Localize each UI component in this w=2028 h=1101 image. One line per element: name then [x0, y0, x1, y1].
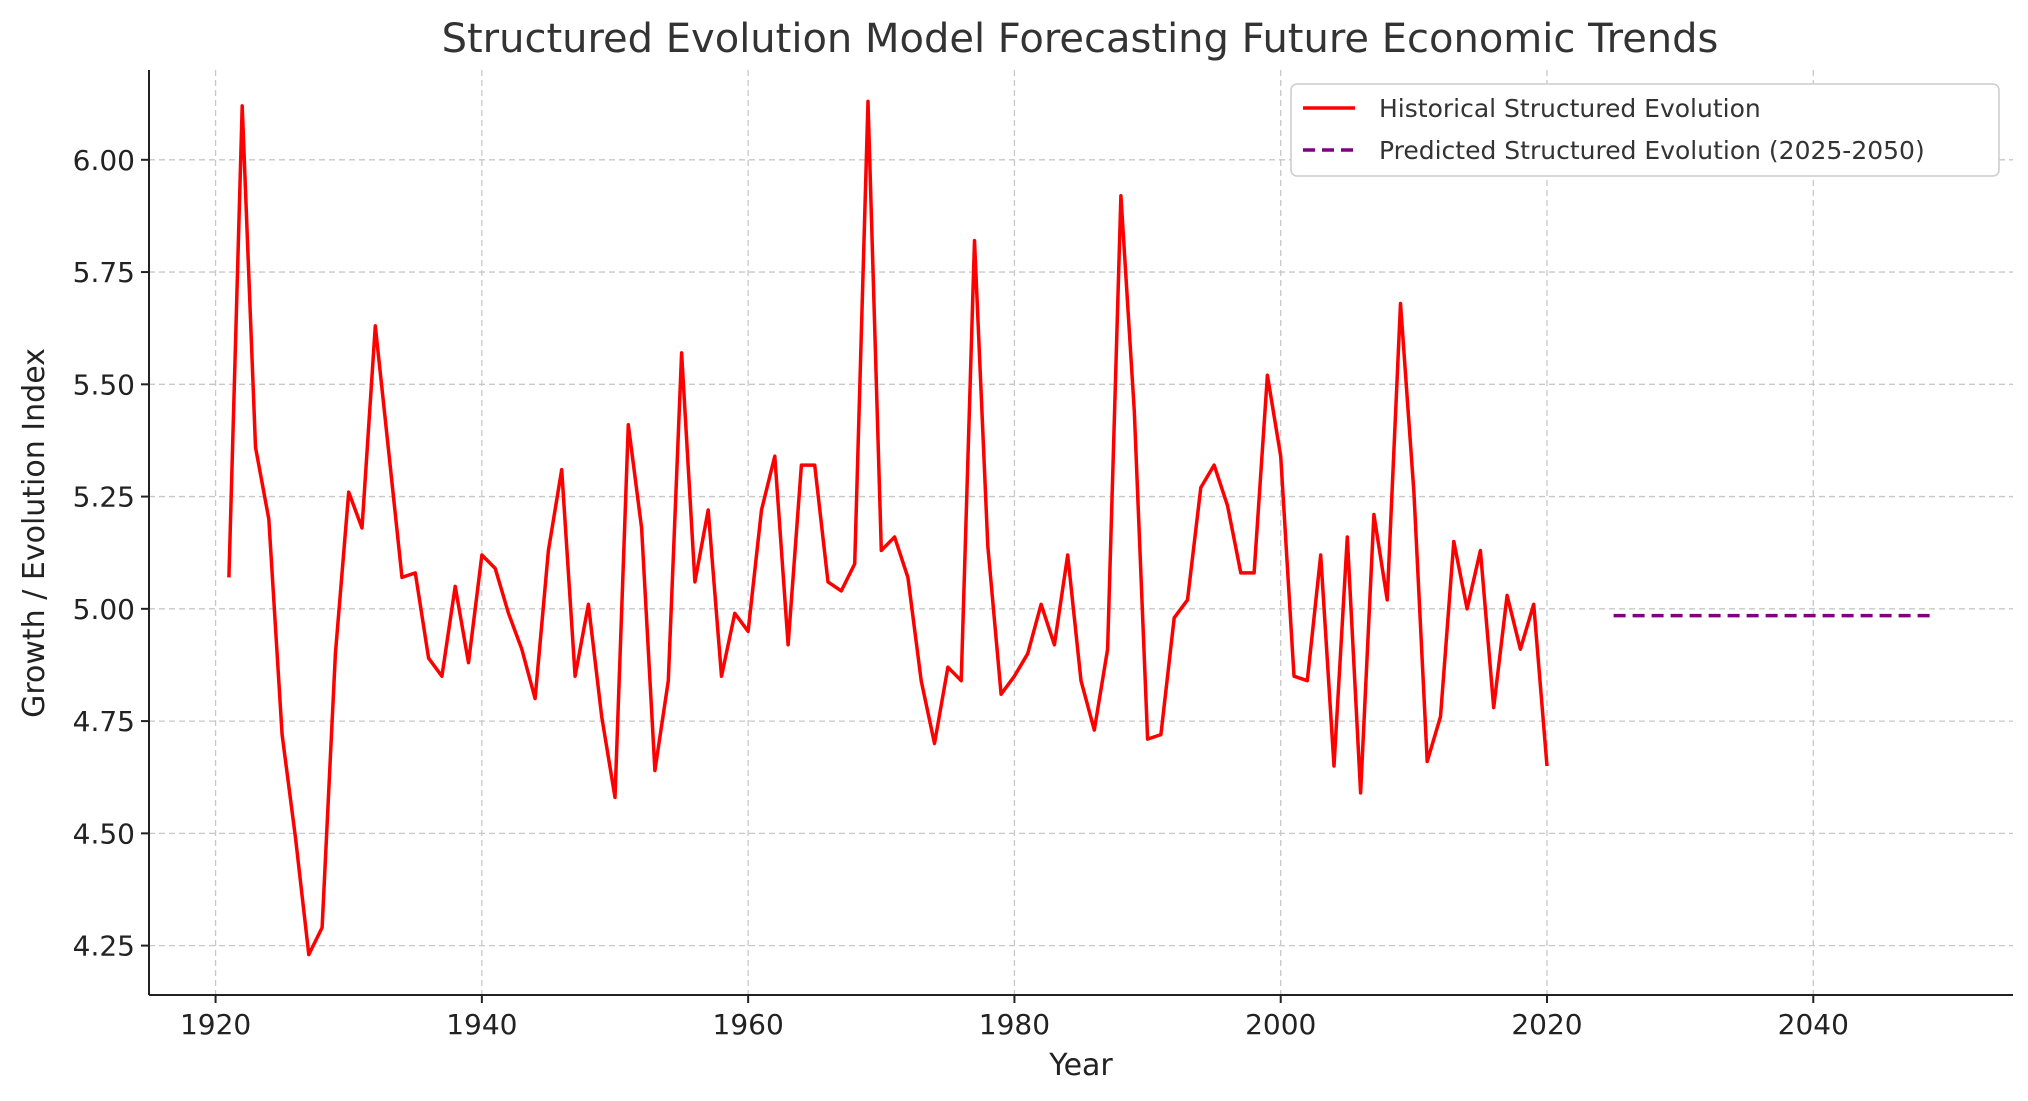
- x-tick-label-1980: 1980: [979, 1008, 1050, 1041]
- y-tick-label-4-75: 4.75: [73, 705, 135, 738]
- y-tick-label-5-50: 5.50: [73, 368, 135, 401]
- y-tick-label-5-75: 5.75: [73, 256, 135, 289]
- y-tick-label-4-25: 4.25: [73, 930, 135, 963]
- axes-spines: [148, 70, 2013, 996]
- y-axis-ticks: 4.25 4.50 4.75 5.00 5.25 5.50 5.75 6.00: [73, 144, 149, 963]
- y-axis-label: Growth / Evolution Index: [17, 348, 52, 718]
- y-tick-label-5-25: 5.25: [73, 481, 135, 514]
- x-axis-label: Year: [1048, 1048, 1113, 1083]
- x-tick-label-2020: 2020: [1511, 1008, 1582, 1041]
- historical-series-line: [227, 99, 1549, 957]
- y-tick-label-4-50: 4.50: [73, 817, 135, 850]
- x-tick-label-2040: 2040: [1778, 1008, 1849, 1041]
- y-tick-label-5-00: 5.00: [73, 593, 135, 626]
- legend: Historical Structured Evolution Predicte…: [1290, 83, 2000, 177]
- x-tick-label-2000: 2000: [1245, 1008, 1316, 1041]
- y-tick-label-6-00: 6.00: [73, 144, 135, 177]
- grid-lines: [149, 70, 2013, 995]
- x-tick-label-1920: 1920: [180, 1008, 251, 1041]
- x-tick-label-1940: 1940: [446, 1008, 517, 1041]
- x-axis-ticks: 1920 1940 1960 1980 2000 2020 2040: [180, 995, 1849, 1041]
- chart-title: Structured Evolution Model Forecasting F…: [442, 16, 1719, 62]
- legend-label-historical: Historical Structured Evolution: [1379, 94, 1761, 123]
- x-tick-label-1960: 1960: [713, 1008, 784, 1041]
- legend-label-predicted: Predicted Structured Evolution (2025-205…: [1379, 136, 1925, 165]
- plot-series: [227, 99, 1934, 957]
- legend-box: [1290, 83, 2000, 177]
